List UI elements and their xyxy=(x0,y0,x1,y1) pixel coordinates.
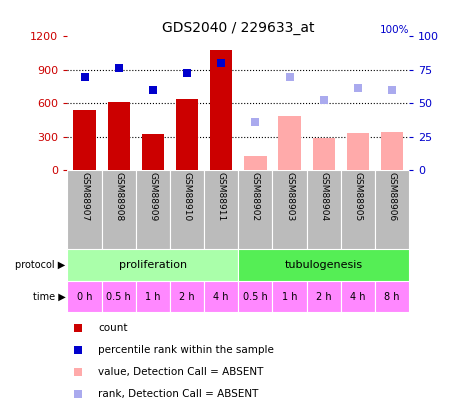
Bar xyxy=(381,132,403,170)
Bar xyxy=(375,170,409,249)
Text: GSM88908: GSM88908 xyxy=(114,173,123,222)
Text: 4 h: 4 h xyxy=(213,292,229,302)
Point xyxy=(286,73,293,80)
Bar xyxy=(272,170,306,249)
Text: protocol ▶: protocol ▶ xyxy=(15,260,66,270)
Text: time ▶: time ▶ xyxy=(33,292,66,302)
Text: GSM88907: GSM88907 xyxy=(80,173,89,222)
Text: GSM88902: GSM88902 xyxy=(251,173,260,222)
Text: GSM88905: GSM88905 xyxy=(353,173,362,222)
Bar xyxy=(279,115,301,170)
Point xyxy=(388,87,396,93)
Title: GDS2040 / 229633_at: GDS2040 / 229633_at xyxy=(162,21,314,35)
Text: GSM88911: GSM88911 xyxy=(217,173,226,222)
Bar xyxy=(136,281,170,312)
Bar xyxy=(204,281,238,312)
Bar xyxy=(142,134,164,170)
Point xyxy=(252,119,259,126)
Point xyxy=(354,84,362,91)
Text: count: count xyxy=(98,323,128,333)
Bar xyxy=(170,281,204,312)
Bar xyxy=(107,102,130,170)
Text: tubulogenesis: tubulogenesis xyxy=(285,260,363,270)
Bar xyxy=(176,99,198,170)
Point xyxy=(320,97,327,103)
Point xyxy=(74,390,81,397)
Text: 8 h: 8 h xyxy=(385,292,400,302)
Bar xyxy=(238,249,409,281)
Bar xyxy=(67,170,101,249)
Text: 0.5 h: 0.5 h xyxy=(243,292,268,302)
Point xyxy=(81,73,88,80)
Bar xyxy=(170,170,204,249)
Text: 1 h: 1 h xyxy=(145,292,160,302)
Text: proliferation: proliferation xyxy=(119,260,187,270)
Text: 2 h: 2 h xyxy=(316,292,332,302)
Bar xyxy=(73,110,96,170)
Bar xyxy=(101,281,136,312)
Point xyxy=(115,64,122,71)
Bar xyxy=(67,281,101,312)
Bar xyxy=(375,281,409,312)
Bar xyxy=(244,156,266,170)
Bar xyxy=(136,170,170,249)
Bar xyxy=(341,281,375,312)
Point xyxy=(149,87,157,93)
Text: GSM88903: GSM88903 xyxy=(285,173,294,222)
Bar xyxy=(341,170,375,249)
Text: 4 h: 4 h xyxy=(350,292,365,302)
Bar xyxy=(67,249,238,281)
Bar xyxy=(204,170,238,249)
Text: 1 h: 1 h xyxy=(282,292,297,302)
Point xyxy=(74,325,81,331)
Point xyxy=(74,368,81,375)
Point xyxy=(74,347,81,354)
Point xyxy=(183,70,191,77)
Text: GSM88909: GSM88909 xyxy=(148,173,157,222)
Bar xyxy=(238,281,272,312)
Bar xyxy=(101,170,136,249)
Bar xyxy=(210,50,232,170)
Text: 100%: 100% xyxy=(380,25,409,35)
Text: percentile rank within the sample: percentile rank within the sample xyxy=(98,345,274,355)
Text: rank, Detection Call = ABSENT: rank, Detection Call = ABSENT xyxy=(98,389,259,399)
Text: value, Detection Call = ABSENT: value, Detection Call = ABSENT xyxy=(98,367,264,377)
Bar xyxy=(238,170,272,249)
Text: GSM88906: GSM88906 xyxy=(388,173,397,222)
Text: 0 h: 0 h xyxy=(77,292,92,302)
Bar xyxy=(347,133,369,170)
Bar xyxy=(306,170,341,249)
Bar xyxy=(306,281,341,312)
Text: 2 h: 2 h xyxy=(179,292,195,302)
Text: 0.5 h: 0.5 h xyxy=(106,292,131,302)
Point xyxy=(218,60,225,66)
Bar xyxy=(312,138,335,170)
Bar xyxy=(272,281,306,312)
Text: GSM88904: GSM88904 xyxy=(319,173,328,222)
Text: GSM88910: GSM88910 xyxy=(183,173,192,222)
